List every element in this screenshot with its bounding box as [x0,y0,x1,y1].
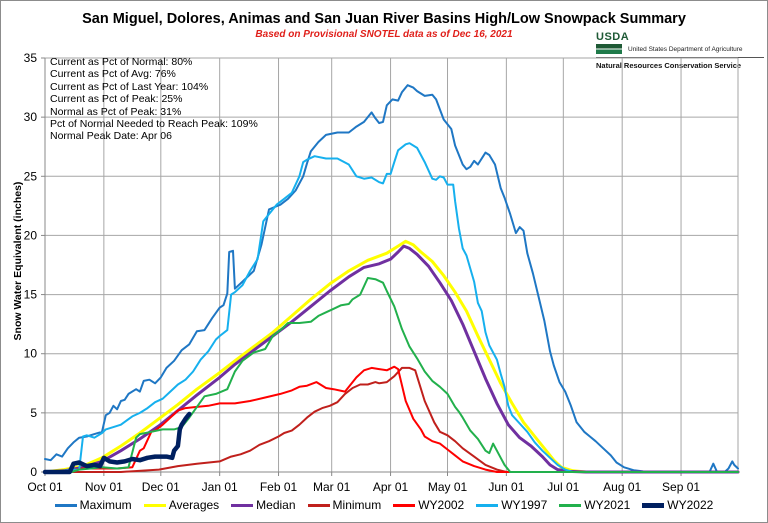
legend-swatch [559,503,582,507]
legend-swatch [231,503,254,507]
usda-mark: USDA [596,31,630,43]
series-line-averages [43,239,740,474]
legend: Maximum Averages Median Minimum WY2002 WY1997… [0,495,768,515]
x-tick-label: Dec 01 [142,480,180,494]
x-tick-label: Feb 01 [260,480,298,494]
nrcs-name: Natural Resources Conservation Service [596,61,742,70]
x-tick-label: Aug 01 [603,480,641,494]
legend-label: Minimum [332,498,382,512]
series-line-wy2022 [42,411,192,475]
legend-swatch [642,502,665,508]
legend-swatch [393,503,416,507]
x-tick-label: Nov 01 [85,480,123,494]
y-tick-label: 10 [24,347,38,361]
chart-subtitle: Based on Provisional SNOTEL data as of D… [255,29,513,40]
stat-pct-normal: Current as Pct of Normal: 80% [50,56,193,68]
stat-pct-peak: Current as Pct of Peak: 25% [50,93,183,106]
stats-annotations: Current as Pct of Normal: 80% Current as… [50,56,258,143]
legend-swatch [143,503,166,507]
y-tick-label: 35 [24,51,38,65]
series-line-maximum [44,84,739,473]
legend-swatch [476,503,499,507]
legend-label: Median [256,498,296,512]
legend-item-wy2021: WY2021 [559,495,630,515]
legend-item-wy1997: WY1997 [476,495,547,515]
x-tick-label: Oct 01 [27,480,63,494]
legend-item-wy2022: WY2022 [642,495,713,515]
legend-label: Averages [168,498,220,512]
stat-normal-peak-date: Normal Peak Date: Apr 06 [50,130,172,143]
series-line-wy2021 [44,277,739,473]
x-tick-label: Jul 01 [547,480,579,494]
y-axis-label: Snow Water Equivalent (inches) [12,181,24,341]
legend-label: WY2021 [584,498,631,512]
x-tick-label: Sep 01 [662,480,700,494]
x-tick-label: Apr 01 [373,480,409,494]
legend-item-median: Median [231,495,296,515]
series-line-minimum [44,366,739,473]
chart-title: San Miguel, Dolores, Animas and San Juan… [82,11,686,27]
legend-label: WY1997 [501,498,548,512]
series-line-wy2002 [44,365,739,473]
y-tick-label: 25 [24,169,38,183]
x-tick-label: May 01 [428,480,468,494]
usda-field-icon [596,44,622,54]
y-tick-label: 5 [30,406,37,420]
series-line-wy1997 [44,142,739,473]
y-tick-label: 30 [24,110,38,124]
stat-pct-avg: Current as Pct of Avg: 76% [50,68,176,81]
stat-normal-pct-peak: Normal as Pct of Peak: 31% [50,105,182,118]
y-tick-label: 15 [24,288,38,302]
stat-needed-to-peak: Pct of Normal Needed to Reach Peak: 109% [50,118,258,131]
legend-label: Maximum [79,498,132,512]
legend-swatch [307,503,330,507]
y-tick-label: 0 [30,465,37,479]
legend-item-averages: Averages [143,495,220,515]
legend-item-maximum: Maximum [54,495,132,515]
x-tick-label: Mar 01 [313,480,351,494]
legend-swatch [54,503,77,507]
x-tick-label: Jun 01 [488,480,524,494]
y-tick-label: 20 [24,228,38,242]
legend-label: WY2002 [418,498,465,512]
legend-label: WY2022 [667,498,714,512]
legend-item-minimum: Minimum [307,495,382,515]
legend-item-wy2002: WY2002 [393,495,464,515]
usda-department-name: United States Department of Agriculture [628,46,743,53]
x-tick-label: Jan 01 [202,480,238,494]
stat-pct-last-year: Current as Pct of Last Year: 104% [50,80,209,93]
